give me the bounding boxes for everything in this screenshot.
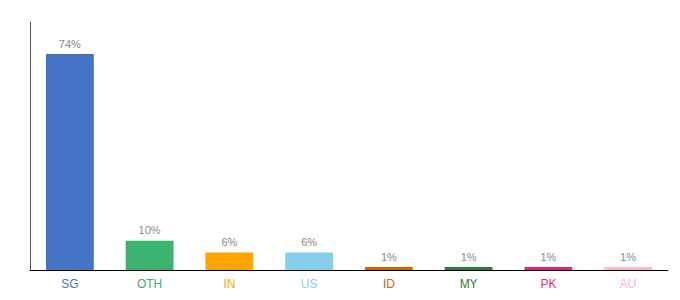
svg-text:AU: AU: [620, 277, 637, 291]
svg-text:PK: PK: [540, 277, 556, 291]
svg-text:1%: 1%: [381, 251, 397, 263]
svg-text:OTH: OTH: [137, 277, 162, 291]
svg-text:SG: SG: [61, 277, 78, 291]
svg-text:US: US: [301, 277, 318, 291]
svg-text:IN: IN: [223, 277, 235, 291]
svg-text:1%: 1%: [461, 251, 477, 263]
svg-text:ID: ID: [383, 277, 395, 291]
svg-text:MY: MY: [460, 277, 478, 291]
svg-text:6%: 6%: [301, 236, 317, 248]
svg-text:1%: 1%: [620, 251, 636, 263]
svg-text:10%: 10%: [139, 224, 161, 236]
svg-text:1%: 1%: [540, 251, 556, 263]
svg-text:6%: 6%: [221, 236, 237, 248]
svg-text:74%: 74%: [59, 38, 81, 50]
